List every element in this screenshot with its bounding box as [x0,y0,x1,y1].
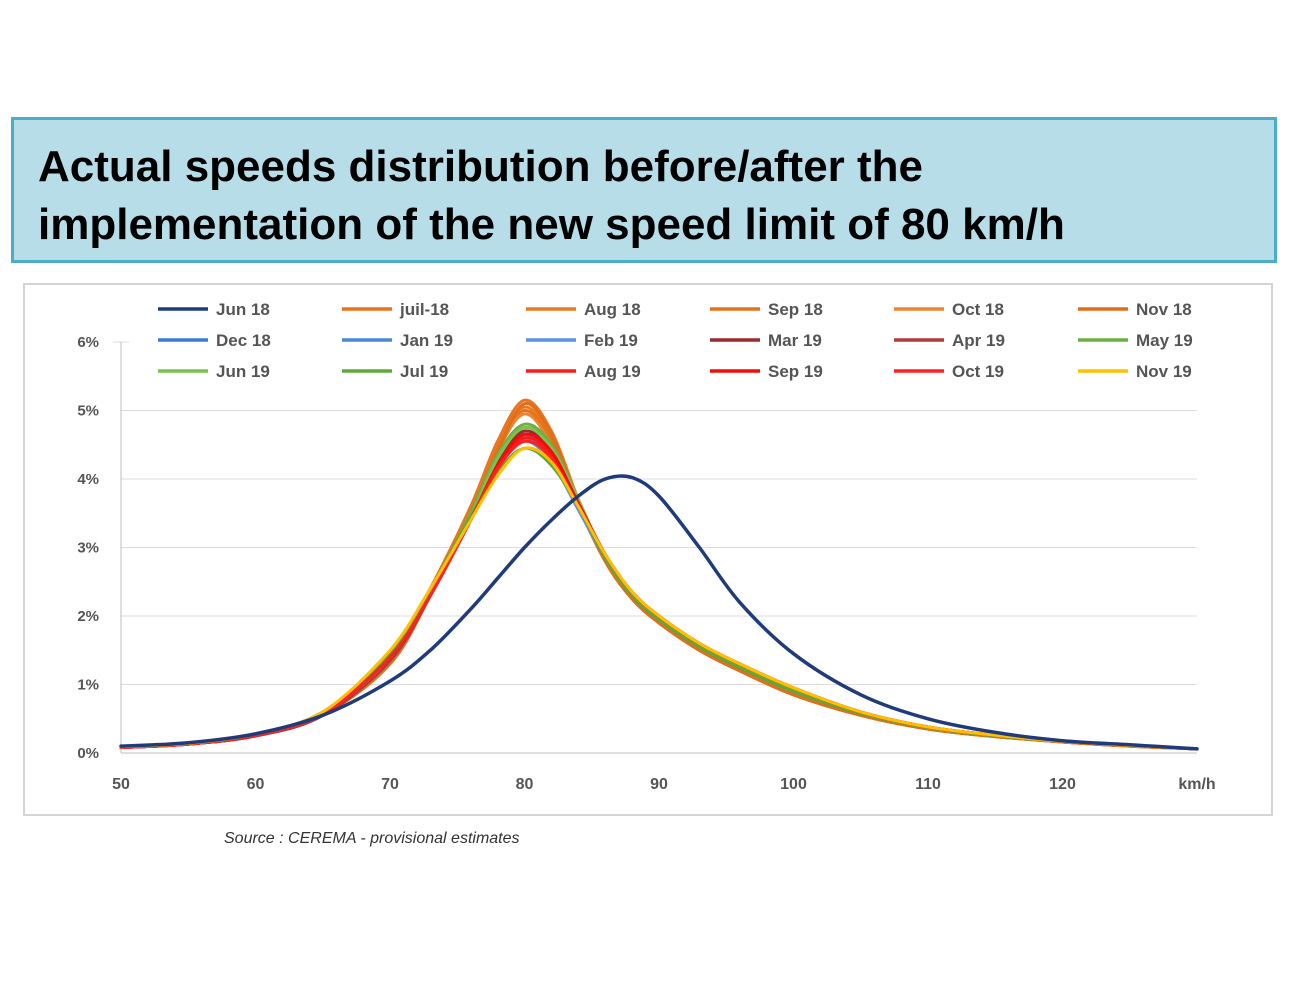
legend-label: Oct 19 [952,362,1004,381]
speed-distribution-chart: 0% 1% 2% 3% 4% 5% 6% 50 60 70 80 90 100 110 120 km/h Ju… [77,300,1215,793]
x-tick-label: 120 [1049,776,1076,793]
series-line-juil-18 [119,398,1199,751]
y-tick-label: 1% [77,677,99,694]
x-tick-label: 50 [112,776,130,793]
grid-lines [113,341,1197,754]
legend-item: Nov 18 [1078,300,1192,319]
y-tick-label: 3% [77,540,99,557]
legend-item: Aug 19 [526,362,641,381]
y-tick-label: 5% [77,403,99,420]
x-tick-label: 80 [516,776,534,793]
series-line-oct-18 [119,412,1199,751]
legend-item: Feb 19 [526,331,638,350]
legend-item: Aug 18 [526,300,641,319]
legend-item: Oct 18 [894,300,1004,319]
x-tick-label: 70 [381,776,399,793]
legend-item: Oct 19 [894,362,1004,381]
legend-label: Jun 18 [216,300,270,319]
series-line-jul-19 [119,446,1199,751]
legend-item: Sep 18 [710,300,823,319]
legend-label: Feb 19 [584,331,638,350]
y-tick-label: 2% [77,608,99,625]
series-line-jan-19 [119,436,1199,751]
legend-label: Mar 19 [768,331,822,350]
title-banner: Actual speeds distribution before/after … [11,117,1277,263]
legend-item: Sep 19 [710,362,823,381]
legend-label: Jun 19 [216,362,270,381]
series-line-dec-18 [119,432,1199,751]
legend-label: Aug 19 [584,362,641,381]
legend-label: Sep 18 [768,300,823,319]
legend-item: Jun 19 [158,362,270,381]
legend-item: Jun 18 [158,300,270,319]
series-line-aug-18 [119,405,1199,751]
y-tick-label: 6% [77,334,99,351]
x-tick-label: 110 [915,776,941,793]
x-tick-label: 90 [650,776,668,793]
series-line-jun-18 [119,474,1199,751]
legend-item: Apr 19 [894,331,1005,350]
series-line-oct-19 [119,439,1199,751]
source-note: Source : CEREMA - provisional estimates [224,830,520,847]
legend-item: juil-18 [342,300,449,319]
page-title: Actual speeds distribution before/after … [38,142,1065,249]
y-tick-label: 4% [77,471,99,488]
legend-label: Jul 19 [400,362,448,381]
legend-label: Oct 18 [952,300,1004,319]
x-tick-label: 60 [247,776,265,793]
series-line-feb-19 [119,439,1199,751]
legend-label: Jan 19 [400,331,453,350]
chart-frame: 0% 1% 2% 3% 4% 5% 6% 50 60 70 80 90 100 110 120 km/h Ju… [23,283,1273,816]
legend-item: May 19 [1078,331,1193,350]
legend-label: May 19 [1136,331,1193,350]
series-line-apr-19 [119,425,1199,751]
series-line-nov-18 [119,402,1199,751]
x-axis-label: km/h [1178,776,1215,793]
legend-label: Apr 19 [952,331,1005,350]
legend-label: Aug 18 [584,300,641,319]
legend-label: Nov 19 [1136,362,1192,381]
legend-label: Nov 18 [1136,300,1192,319]
legend-label: juil-18 [399,300,449,319]
y-tick-label: 0% [77,745,99,762]
legend-item: Jul 19 [342,362,448,381]
series-line-may-19 [119,422,1199,751]
legend-label: Sep 19 [768,362,823,381]
series-line-sep-19 [119,432,1199,751]
legend-item: Mar 19 [710,331,822,350]
legend-label: Dec 18 [216,331,271,350]
series-line-aug-19 [119,436,1199,751]
legend-item: Dec 18 [158,331,271,350]
legend: Jun 18 juil-18 Aug 18 Sep 18 Oct 18 Nov 18 Dec… [158,300,1193,381]
series-lines [119,398,1199,751]
series-line-sep-18 [119,409,1199,751]
legend-item: Nov 19 [1078,362,1192,381]
x-tick-label: 100 [780,776,807,793]
series-line-nov-19 [119,446,1199,751]
legend-item: Jan 19 [342,331,453,350]
axes: 0% 1% 2% 3% 4% 5% 6% 50 60 70 80 90 100 110 120 km/h [77,334,1215,793]
series-line-jun-19 [119,426,1199,751]
